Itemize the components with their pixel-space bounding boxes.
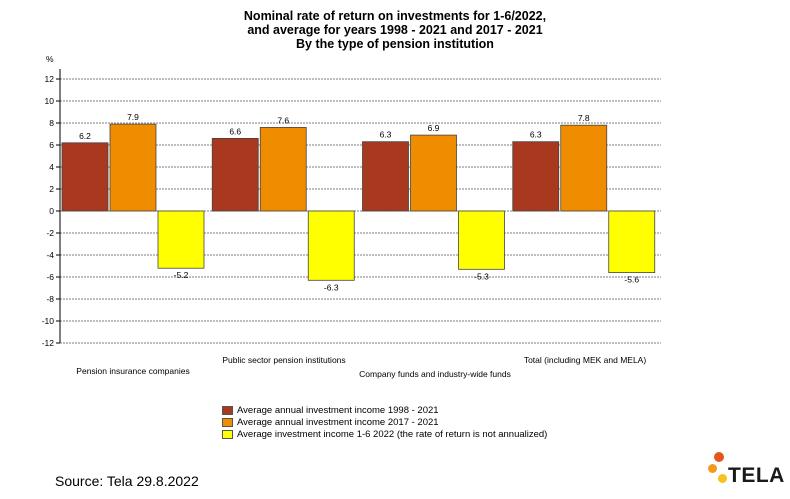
bar xyxy=(458,210,505,270)
bar xyxy=(109,123,157,212)
legend-label-series-2: Average annual investment income 2017 - … xyxy=(237,416,439,428)
legend-swatch-series-1 xyxy=(222,405,233,415)
data-label: 6.2 xyxy=(79,131,91,141)
y-tick-label: 10 xyxy=(45,96,55,106)
y-tick-label: -8 xyxy=(46,294,54,304)
y-tick-label: 6 xyxy=(49,140,54,150)
y-tick-label: -4 xyxy=(46,250,54,260)
y-tick-label: -12 xyxy=(42,338,55,348)
chart-title: Nominal rate of return on investments fo… xyxy=(0,9,790,51)
legend-swatch-series-3 xyxy=(222,429,233,439)
y-tick-label: -6 xyxy=(46,272,54,282)
y-tick-label: 2 xyxy=(49,184,54,194)
legend-item-series-3: Average investment income 1-6 2022 (the … xyxy=(222,428,547,440)
y-tick-label: -10 xyxy=(42,316,55,326)
data-label: -5.2 xyxy=(174,270,189,280)
x-category-label: Company funds and industry-wide funds xyxy=(359,369,511,379)
title-line-2: and average for years 1998 - 2021 and 20… xyxy=(247,23,543,37)
bar xyxy=(608,210,656,273)
data-label: 7.9 xyxy=(127,112,139,122)
data-label: 7.6 xyxy=(277,115,289,125)
x-category-label: Total (including MEK and MELA) xyxy=(524,355,647,365)
title-line-3: By the type of pension institution xyxy=(296,37,494,51)
logo-dot-3 xyxy=(718,474,727,483)
bar xyxy=(362,141,409,212)
bar xyxy=(512,141,560,212)
y-tick-label: 8 xyxy=(49,118,54,128)
bar xyxy=(61,142,109,212)
logo-dot-2 xyxy=(708,464,717,473)
chart-legend: Average annual investment income 1998 - … xyxy=(222,404,547,440)
data-label: -6.3 xyxy=(324,282,339,292)
logo-text: TELA xyxy=(728,464,785,487)
bar xyxy=(211,137,259,212)
bar xyxy=(259,127,307,212)
data-label: -5.6 xyxy=(624,275,639,285)
legend-label-series-3: Average investment income 1-6 2022 (the … xyxy=(237,428,548,440)
source-note: Source: Tela 29.8.2022 xyxy=(55,473,199,489)
x-category-label: Public sector pension institutions xyxy=(222,355,345,365)
tela-logo: TELA xyxy=(706,452,784,492)
logo-dot-1 xyxy=(714,452,724,462)
y-tick-label: 0 xyxy=(49,206,54,216)
bar xyxy=(307,210,355,281)
bar xyxy=(410,134,457,212)
legend-label-series-1: Average annual investment income 1998 - … xyxy=(237,404,439,416)
y-tick-label: 4 xyxy=(49,162,54,172)
title-line-1: Nominal rate of return on investments fo… xyxy=(243,9,547,23)
data-label: 6.3 xyxy=(380,130,392,140)
y-tick-label: -2 xyxy=(46,228,54,238)
bar-chart: 12 10 8 6 4 2 0 -2 -4 -6 -8 -10 -12% 6.2 7.9 -5.2 6.6 7.6… xyxy=(42,54,661,379)
legend-swatch-series-2 xyxy=(222,417,233,427)
legend-item-series-2: Average annual investment income 2017 - … xyxy=(222,416,547,428)
bar xyxy=(157,210,205,269)
data-label: 6.9 xyxy=(428,123,440,133)
bar xyxy=(560,124,608,212)
x-category-label: Pension insurance companies xyxy=(76,366,189,376)
data-label: 7.8 xyxy=(578,113,590,123)
y-tick-label: 12 xyxy=(45,74,55,84)
data-label: 6.6 xyxy=(229,126,241,136)
y-axis-label: % xyxy=(46,54,54,64)
data-label: 6.3 xyxy=(530,130,542,140)
data-label: -5.3 xyxy=(474,271,489,281)
legend-item-series-1: Average annual investment income 1998 - … xyxy=(222,404,547,416)
